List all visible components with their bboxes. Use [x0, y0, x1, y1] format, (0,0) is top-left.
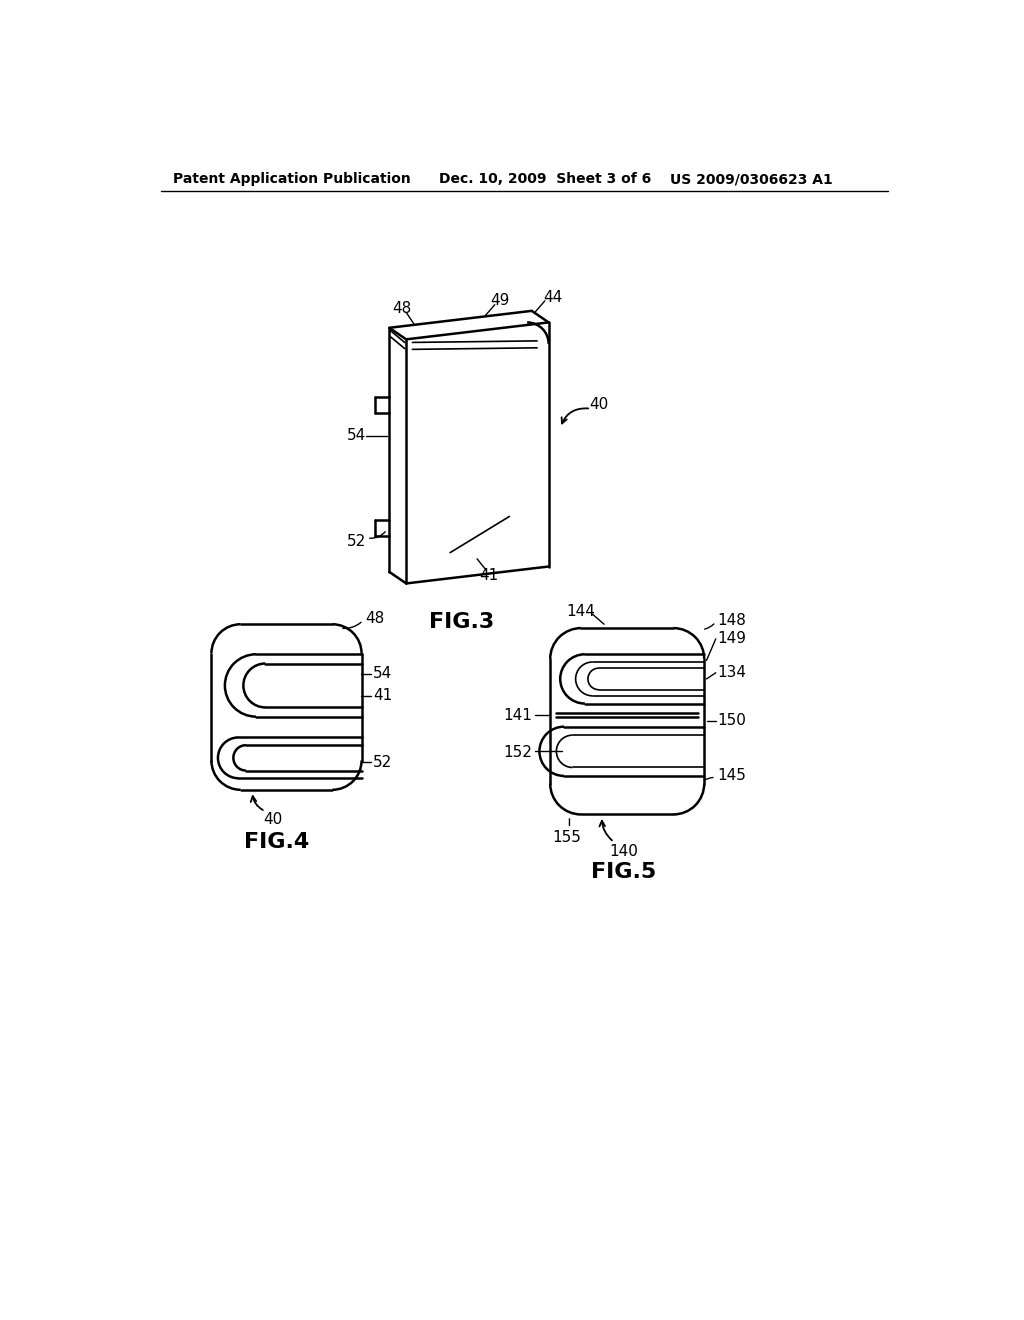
Text: 155: 155: [553, 830, 582, 845]
Text: FIG.5: FIG.5: [591, 862, 656, 882]
Text: 144: 144: [566, 603, 595, 619]
Text: 54: 54: [347, 428, 367, 444]
Text: 44: 44: [543, 289, 562, 305]
Text: 54: 54: [373, 667, 392, 681]
Text: 140: 140: [609, 843, 638, 859]
Text: 52: 52: [346, 535, 366, 549]
Text: 40: 40: [589, 397, 608, 412]
Text: 48: 48: [392, 301, 412, 315]
Text: 41: 41: [479, 568, 499, 583]
Text: 150: 150: [717, 713, 746, 729]
Text: 134: 134: [717, 665, 746, 680]
Text: 148: 148: [717, 612, 746, 628]
Text: 145: 145: [717, 768, 746, 784]
Text: US 2009/0306623 A1: US 2009/0306623 A1: [670, 172, 833, 186]
Text: 141: 141: [504, 708, 532, 722]
Text: 152: 152: [504, 746, 532, 760]
Text: FIG.4: FIG.4: [245, 832, 309, 853]
Text: FIG.3: FIG.3: [429, 612, 495, 632]
Text: 41: 41: [373, 688, 392, 704]
Text: Patent Application Publication: Patent Application Publication: [173, 172, 411, 186]
Text: 52: 52: [373, 755, 392, 770]
Text: 49: 49: [490, 293, 510, 309]
Text: 40: 40: [263, 812, 283, 826]
Text: 149: 149: [717, 631, 746, 647]
Text: 48: 48: [366, 611, 385, 627]
Text: Dec. 10, 2009  Sheet 3 of 6: Dec. 10, 2009 Sheet 3 of 6: [438, 172, 651, 186]
